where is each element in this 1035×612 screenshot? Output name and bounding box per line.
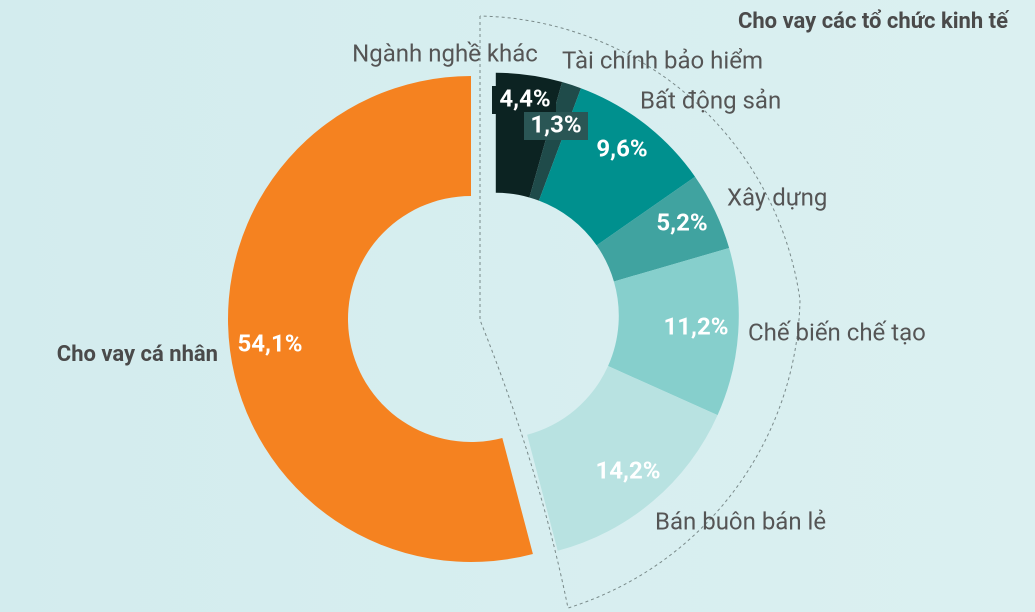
- value-label: 14,2%: [596, 456, 661, 484]
- category-label: Chế biến chế tạo: [748, 318, 926, 346]
- category-label: Xây dựng: [727, 183, 827, 211]
- group-label: Cho vay các tổ chức kinh tế: [738, 9, 1010, 34]
- category-label: Cho vay cá nhân: [57, 342, 218, 367]
- slice: [227, 76, 533, 563]
- slice: [596, 176, 730, 282]
- label-box: [524, 112, 588, 140]
- slice: [529, 82, 581, 201]
- value-label: 4,4%: [499, 84, 550, 112]
- value-label: 5,2%: [656, 208, 707, 236]
- slices: [227, 72, 739, 563]
- label-box: [492, 86, 556, 114]
- category-label: Tài chính bảo hiểm: [562, 46, 763, 74]
- value-label: 9,6%: [596, 134, 647, 162]
- value-label: 54,1%: [238, 329, 303, 357]
- category-label: Ngành nghề khác: [352, 39, 538, 67]
- category-label: Bất động sản: [640, 86, 781, 114]
- value-label: 11,2%: [664, 312, 729, 340]
- value-label: 1,3%: [530, 110, 581, 138]
- category-label: Bán buôn bán lẻ: [655, 507, 826, 535]
- slice: [527, 366, 718, 551]
- slice: [608, 247, 739, 416]
